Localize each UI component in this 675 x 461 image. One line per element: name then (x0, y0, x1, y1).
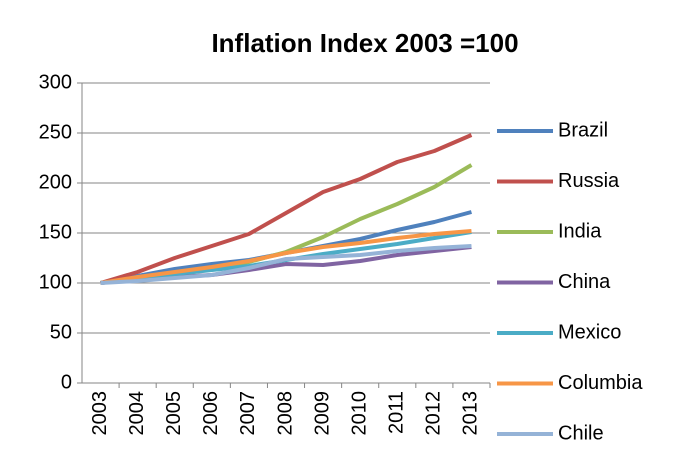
legend-label: Brazil (558, 119, 608, 141)
x-tick-label: 2009 (311, 391, 333, 436)
y-tick-label: 150 (39, 221, 72, 243)
x-tick-label: 2011 (386, 391, 408, 434)
x-tick-label: 2003 (89, 391, 111, 436)
y-tick-label: 0 (61, 371, 72, 393)
line-series (100, 229, 472, 285)
x-tick-label: 2008 (274, 391, 296, 436)
x-tick-label: 2006 (200, 391, 222, 436)
legend-label: China (558, 271, 611, 293)
y-tick-label: 300 (39, 71, 72, 93)
chart-title: Inflation Index 2003 =100 (211, 28, 518, 58)
y-tick-label: 100 (39, 271, 72, 293)
y-tick-label: 250 (39, 121, 72, 143)
legend-label: Russia (558, 170, 620, 192)
x-tick-label: 2012 (423, 391, 445, 436)
y-tick-label: 200 (39, 171, 72, 193)
y-tick-label: 50 (50, 321, 72, 343)
legend-label: Mexico (558, 321, 621, 343)
legend-label: Chile (558, 422, 604, 444)
x-tick-label: 2007 (237, 391, 259, 436)
x-tick-label: 2010 (348, 391, 370, 436)
legend-label: India (558, 220, 602, 242)
x-tick-label: 2005 (163, 391, 185, 436)
x-tick-label: 2004 (126, 391, 148, 436)
line-series (99, 133, 473, 285)
line-series (100, 244, 472, 285)
x-tick-label: 2013 (460, 391, 482, 436)
legend-label: Columbia (558, 372, 643, 394)
